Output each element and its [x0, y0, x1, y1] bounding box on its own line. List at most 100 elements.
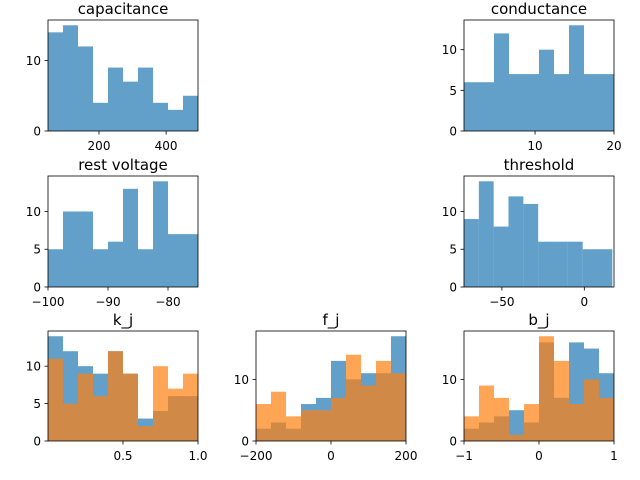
- bar: [538, 241, 554, 287]
- bar: [539, 49, 554, 131]
- bar: [569, 404, 584, 441]
- bars-capacitance: [48, 25, 198, 131]
- x-tick-label: 1.0: [188, 449, 207, 463]
- bar: [391, 373, 406, 441]
- x-tick-label: 10: [527, 139, 542, 153]
- bar: [93, 249, 108, 287]
- bar: [582, 249, 598, 287]
- bar: [346, 354, 361, 441]
- y-tick-label: 0: [449, 125, 457, 139]
- bar: [464, 416, 479, 441]
- x-tick-label: 1: [610, 449, 618, 463]
- bar: [494, 33, 509, 131]
- bars-threshold: [464, 181, 613, 287]
- bar: [301, 410, 316, 441]
- bar: [256, 404, 271, 441]
- bars-conductance: [464, 25, 614, 131]
- bar: [183, 373, 198, 441]
- bar: [553, 241, 568, 287]
- bar: [48, 32, 63, 131]
- bar: [554, 74, 569, 131]
- bar: [464, 219, 479, 287]
- bar: [539, 336, 554, 441]
- x-tick-label: −100: [32, 295, 65, 309]
- bar: [316, 410, 331, 441]
- subplot-title: b_j: [528, 311, 549, 330]
- x-tick-label: 0.5: [113, 449, 132, 463]
- subplot-title: f_j: [323, 311, 340, 330]
- bar: [271, 391, 286, 441]
- y-tick-label: 0: [33, 125, 41, 139]
- y-tick-label: 0: [33, 435, 41, 449]
- subplot-threshold: −50 0 0 5 10 threshold: [442, 156, 615, 309]
- x-tick-label: −50: [489, 295, 514, 309]
- bar: [509, 410, 524, 441]
- subplot-title: threshold: [504, 156, 575, 174]
- axes-frame: [463, 175, 615, 288]
- bar: [108, 67, 123, 131]
- bar: [63, 403, 78, 441]
- bar: [93, 396, 108, 441]
- axes-frame: [463, 19, 615, 132]
- bar: [138, 426, 153, 441]
- y-tick-label: 5: [33, 243, 41, 257]
- bar: [599, 397, 614, 441]
- y-tick-label: 5: [449, 243, 457, 257]
- bar: [78, 46, 93, 131]
- x-tick-label: 400: [155, 139, 178, 153]
- bar: [123, 373, 138, 441]
- bar: [479, 385, 494, 441]
- x-tick-label: 0: [581, 295, 589, 309]
- y-tick-label: 5: [33, 397, 41, 411]
- bar: [478, 181, 494, 287]
- x-tick-label: −80: [155, 295, 180, 309]
- bar: [479, 82, 494, 131]
- bar: [108, 351, 123, 441]
- bar: [168, 388, 183, 441]
- bar: [597, 249, 613, 287]
- bar: [48, 358, 63, 441]
- bar: [584, 74, 599, 131]
- bars-k-j: [48, 336, 198, 441]
- bar: [376, 360, 391, 441]
- subplot-capacitance: 200 400 0 10 capacitance: [26, 0, 199, 153]
- bar: [464, 82, 479, 131]
- x-tick-label: −1: [455, 449, 473, 463]
- bar: [48, 249, 63, 287]
- bar: [494, 397, 509, 441]
- bar: [78, 373, 93, 441]
- y-tick-label: 0: [449, 435, 457, 449]
- bar: [168, 109, 183, 131]
- subplot-k-j: 0.5 1.0 0 5 10 k_j: [26, 311, 208, 463]
- bar: [524, 74, 539, 131]
- subplot-title: k_j: [113, 311, 133, 330]
- subplot-title: conductance: [491, 0, 587, 18]
- bar: [286, 416, 301, 441]
- x-tick-label: 0: [535, 449, 543, 463]
- y-tick-label: 10: [26, 360, 41, 374]
- bar: [524, 404, 539, 441]
- bar: [63, 25, 78, 131]
- bar: [584, 379, 599, 441]
- bar: [78, 211, 93, 287]
- bar: [361, 385, 376, 441]
- bar: [63, 211, 78, 287]
- y-tick-label: 10: [442, 373, 457, 387]
- subplot-conductance: 10 20 0 5 10 conductance: [442, 0, 622, 153]
- axes-frame: [47, 19, 199, 132]
- x-tick-label: 0: [327, 449, 335, 463]
- y-tick-label: 0: [33, 281, 41, 295]
- x-tick-label: −90: [95, 295, 120, 309]
- bar: [153, 366, 168, 441]
- y-tick-label: 0: [241, 435, 249, 449]
- x-tick-label: −200: [240, 449, 273, 463]
- bar: [509, 74, 524, 131]
- bar: [554, 360, 569, 441]
- bar: [183, 234, 198, 287]
- bar: [138, 67, 153, 131]
- y-tick-label: 10: [234, 373, 249, 387]
- bar: [508, 196, 524, 287]
